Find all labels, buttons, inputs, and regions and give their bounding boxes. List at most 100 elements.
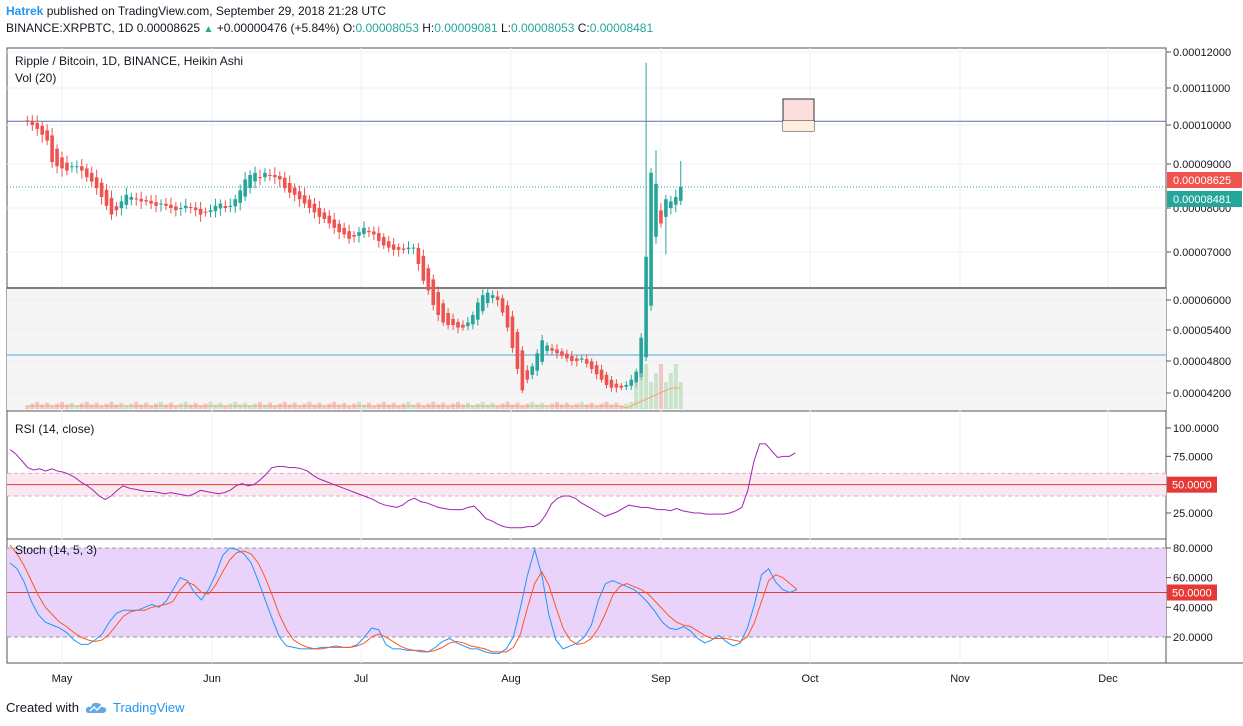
- volume-bar: [545, 405, 550, 409]
- volume-bar: [163, 404, 168, 409]
- volume-bar: [381, 401, 386, 409]
- volume-bar: [134, 401, 139, 409]
- price-change: +0.00000476 (+5.84%): [216, 21, 340, 35]
- candle-body: [604, 374, 609, 385]
- last-price-badge: [1167, 172, 1242, 188]
- candle-body: [649, 172, 653, 306]
- candle-body: [357, 232, 361, 236]
- target-box-lower: [783, 121, 814, 131]
- candle-body: [278, 176, 282, 180]
- candle-body: [213, 205, 218, 212]
- volume-bar: [208, 401, 213, 409]
- last-price: 0.00008625: [136, 21, 201, 35]
- volume-bar: [89, 404, 94, 409]
- created-with-text: Created with: [6, 700, 79, 715]
- volume-bar: [188, 404, 193, 409]
- y-tick-label: 0.00005400: [1173, 325, 1231, 337]
- rsi-level-badge: [1167, 476, 1217, 493]
- author-name[interactable]: Hatrek: [6, 4, 44, 18]
- candle-body: [485, 292, 490, 304]
- candle-body: [188, 206, 193, 208]
- candle-body: [302, 195, 307, 204]
- y-tick-label: 0.00004200: [1173, 388, 1231, 400]
- candle-body: [25, 120, 30, 122]
- y-tick-label: 0.00010000: [1173, 120, 1231, 132]
- candle-body: [664, 199, 668, 217]
- candle-body: [535, 353, 539, 371]
- volume-bar: [619, 405, 624, 409]
- volume-bar: [149, 405, 154, 409]
- candle-body: [174, 206, 178, 211]
- candle-body: [634, 371, 638, 383]
- volume-bar: [371, 405, 376, 409]
- volume-bar: [604, 401, 609, 409]
- volume-bar: [658, 364, 663, 409]
- volume-bar: [460, 404, 465, 409]
- candle-body: [75, 166, 79, 168]
- volume-bar: [644, 364, 649, 409]
- volume-bar: [139, 404, 144, 409]
- candle-body: [446, 312, 450, 325]
- volume-bar: [386, 404, 391, 409]
- candle-body: [659, 210, 663, 224]
- volume-bar: [74, 405, 79, 409]
- candle-body: [94, 177, 99, 189]
- up-triangle-icon: ▲: [203, 24, 214, 35]
- volume-bar: [456, 401, 460, 409]
- candle-body: [337, 223, 341, 233]
- close-price-badge: [1167, 191, 1242, 207]
- volume-bar: [307, 401, 312, 409]
- candle-body: [129, 197, 134, 200]
- candle-body: [317, 208, 322, 217]
- stoch-pane: [7, 544, 1166, 654]
- candle-body: [292, 187, 297, 195]
- publish-info: Hatrek published on TradingView.com, Sep…: [6, 4, 386, 18]
- candle-body: [287, 182, 292, 193]
- volume-bar: [559, 404, 564, 409]
- volume-bar: [411, 404, 416, 409]
- rsi-y-tick-label: 25.0000: [1173, 508, 1213, 520]
- candle-body: [297, 191, 302, 200]
- x-tick-label: Sep: [651, 673, 671, 685]
- candle-body: [45, 130, 49, 141]
- candle-body: [84, 168, 89, 178]
- stoch-d-line: [9, 544, 798, 653]
- stoch-level-badge-text: 50.0000: [1172, 588, 1212, 600]
- volume-bar: [421, 405, 426, 409]
- volume-bar: [678, 382, 683, 409]
- low-value: 0.00008053: [511, 21, 575, 35]
- stoch-y-tick-label: 20.0000: [1173, 632, 1213, 644]
- open-label: O:: [342, 21, 356, 35]
- candle-body: [545, 345, 549, 352]
- candle-body: [377, 232, 381, 241]
- candle-body: [639, 337, 643, 378]
- candle-body: [381, 236, 386, 246]
- volume-bar: [361, 404, 366, 409]
- tradingview-brand-link[interactable]: TradingView: [112, 700, 185, 715]
- y-tick-label: 0.00012000: [1173, 47, 1231, 59]
- candle-body: [500, 298, 505, 313]
- candle-body: [30, 120, 35, 125]
- candle-body: [490, 295, 495, 298]
- candle-body: [50, 135, 54, 163]
- candle-body: [540, 340, 544, 362]
- volume-bar: [436, 404, 441, 409]
- candle-body: [154, 202, 158, 206]
- candle-body: [238, 190, 242, 203]
- candle-body: [322, 212, 327, 219]
- candle-body: [614, 383, 619, 388]
- candle-body: [560, 351, 564, 356]
- x-tick-label: Jul: [354, 673, 368, 685]
- candle-body: [678, 186, 683, 201]
- candle-body: [411, 247, 416, 249]
- volume-bar: [84, 401, 89, 409]
- chart-canvas[interactable]: May Jun Jul Aug Sep Oct Nov Dec 0.00012000 0.0001…: [0, 40, 1243, 690]
- volume-bar: [594, 405, 599, 409]
- candle-body: [584, 359, 589, 364]
- volume-bar: [357, 401, 361, 409]
- candle-body: [570, 356, 574, 361]
- candle-body: [579, 358, 584, 360]
- candle-body: [104, 189, 109, 206]
- candle-body: [119, 201, 124, 209]
- volume-bar: [35, 401, 40, 409]
